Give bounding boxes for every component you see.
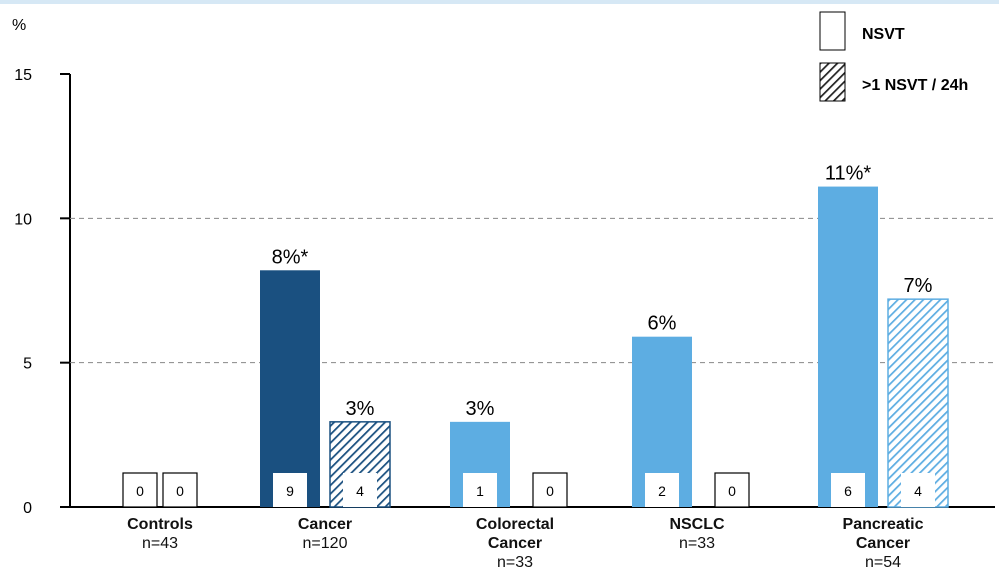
count-box [831, 473, 865, 507]
count-label: 4 [356, 483, 364, 499]
category-label: Cancer n=120 [260, 515, 390, 553]
category-label: Colorectal Cancer n=33 [450, 515, 580, 572]
x-tick-label: NSCLC [669, 516, 725, 533]
top-band [0, 0, 999, 4]
category-note: n=54 [864, 554, 902, 571]
bar [818, 186, 878, 507]
count-box [122, 472, 158, 508]
value-label: 6% [648, 313, 677, 335]
count-label: 0 [136, 483, 144, 499]
category-note: n=33 [678, 535, 716, 552]
category-label: Controls n=43 [95, 515, 225, 553]
count-box [714, 472, 750, 508]
count-label: 0 [546, 483, 554, 499]
y-tick-label: 5 [23, 356, 32, 373]
bar [887, 298, 949, 508]
y-tick-label: 15 [14, 67, 32, 84]
legend-swatch [819, 62, 846, 102]
legend-label: NSVT [862, 26, 905, 43]
category-note: n=43 [141, 535, 179, 552]
value-label: 11%* [825, 163, 872, 185]
count-label: 4 [914, 483, 922, 499]
category-note: n=33 [496, 554, 534, 571]
legend-swatch [819, 11, 846, 51]
count-box [162, 472, 198, 508]
value-label: 8%* [272, 246, 309, 268]
y-tick-label: 0 [23, 500, 32, 517]
x-tick-label: Pancreatic Cancer [842, 516, 924, 552]
count-label: 9 [286, 483, 294, 499]
y-axis-label: % [12, 17, 26, 34]
category-label: NSCLC n=33 [632, 515, 762, 553]
count-box [343, 473, 377, 507]
count-box [463, 473, 497, 507]
category-label: Pancreatic Cancer n=54 [818, 515, 948, 572]
value-label: 3% [346, 398, 375, 420]
count-label: 1 [476, 483, 484, 499]
count-box [532, 472, 568, 508]
count-label: 6 [844, 483, 852, 499]
x-tick-label: Controls [127, 516, 193, 533]
count-box [645, 473, 679, 507]
count-label: 0 [176, 483, 184, 499]
count-box [273, 473, 307, 507]
category-note: n=120 [302, 535, 348, 552]
x-tick-label: Cancer [297, 516, 353, 533]
value-label: 3% [466, 398, 495, 420]
legend-label: >1 NSVT / 24h [862, 77, 968, 94]
value-label: 7% [904, 275, 933, 297]
bar [260, 270, 320, 507]
count-label: 0 [728, 483, 736, 499]
x-tick-label: Colorectal Cancer [475, 516, 555, 552]
y-tick-label: 10 [14, 211, 32, 228]
count-box [901, 473, 935, 507]
count-label: 2 [658, 483, 666, 499]
